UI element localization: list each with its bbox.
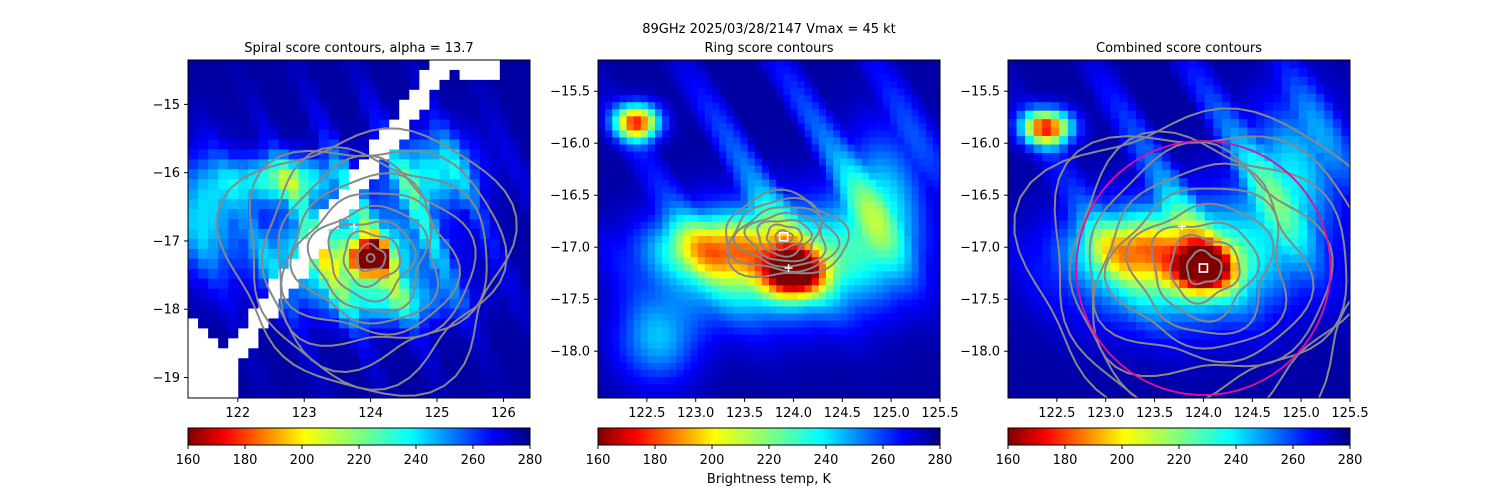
x-tick-label: 122.5: [1038, 406, 1075, 421]
colorbar-tick-label: 160: [996, 453, 1021, 468]
colorbar-3: 160 180 200 220 240 260 280: [996, 428, 1363, 468]
colorbar-tick-label: 260: [461, 453, 486, 468]
x-tick-label: 126: [491, 406, 516, 421]
y-tick-label: −16: [153, 166, 180, 181]
colorbar-tick-label: 160: [586, 453, 611, 468]
y-tick-label: −17.5: [550, 293, 590, 308]
panel-title: Combined score contours: [1096, 41, 1262, 56]
y-tick-label: −16.0: [550, 137, 590, 152]
y-tick-label: −16.5: [550, 189, 590, 204]
y-tick-label: −17.0: [960, 241, 1000, 256]
y-tick-label: −16.5: [960, 189, 1000, 204]
panel-1: Spiral score contours, alpha = 13.7 122 12…: [153, 41, 531, 421]
x-tick-label: 122.5: [628, 406, 665, 421]
panel-title: Spiral score contours, alpha = 13.7: [244, 41, 473, 56]
y-tick-label: −18: [153, 303, 180, 318]
colorbar-tick-label: 160: [176, 453, 201, 468]
x-tick-label: 123.5: [1136, 406, 1173, 421]
x-tick-label: 122: [225, 406, 250, 421]
x-tick-label: 123.5: [726, 406, 763, 421]
heatmap-cells: [1008, 60, 1351, 399]
colorbar-tick-label: 200: [700, 453, 725, 468]
x-tick-label: 123.0: [677, 406, 714, 421]
colorbar-tick-label: 240: [1224, 453, 1249, 468]
panel-2: Ring score contours 122.5 123.0 123.5 124.0 1…: [550, 41, 958, 421]
colorbar-2: 160 180 200 220 240 260 280: [586, 428, 953, 468]
y-tick-label: −19: [153, 371, 180, 386]
panel-title: Ring score contours: [704, 41, 833, 56]
colorbar-label: Brightness temp, K: [598, 472, 940, 488]
colorbar-tick-label: 220: [347, 453, 372, 468]
figure-suptitle: 89GHz 2025/03/28/2147 Vmax = 45 kt: [0, 22, 1500, 38]
colorbar-tick-label: 220: [757, 453, 782, 468]
x-tick-label: 123: [292, 406, 317, 421]
x-tick-label: 125: [425, 406, 450, 421]
colorbar-1: 160 180 200 220 240 260 280: [176, 428, 543, 468]
x-tick-label: 124: [358, 406, 383, 421]
colorbar-tick-label: 240: [404, 453, 429, 468]
y-tick-label: −17.0: [550, 241, 590, 256]
colorbar-gradient: [1008, 428, 1350, 445]
y-tick-label: −17: [153, 234, 180, 249]
y-tick-label: −18.0: [550, 345, 590, 360]
colorbar-tick-label: 180: [643, 453, 668, 468]
x-tick-label: 125.5: [1331, 406, 1368, 421]
y-tick-label: −15.5: [960, 85, 1000, 100]
y-tick-label: −15.5: [550, 85, 590, 100]
colorbar-tick-label: 240: [814, 453, 839, 468]
colorbar-tick-label: 220: [1167, 453, 1192, 468]
x-tick-label: 125.5: [921, 406, 958, 421]
colorbar-tick-label: 280: [928, 453, 953, 468]
heatmap-cells: [188, 60, 531, 399]
x-tick-label: 124.5: [1234, 406, 1271, 421]
x-tick-label: 125.0: [873, 406, 910, 421]
y-tick-label: −15: [153, 98, 180, 113]
x-tick-label: 124.0: [1185, 406, 1222, 421]
panel-3: Combined score contours 122.5 123.0 123.5 12…: [960, 41, 1383, 438]
colorbar-tick-label: 280: [1338, 453, 1363, 468]
colorbar-tick-label: 200: [1110, 453, 1135, 468]
colorbar-tick-label: 260: [1281, 453, 1306, 468]
x-tick-label: 124.5: [824, 406, 861, 421]
y-tick-label: −16.0: [960, 137, 1000, 152]
colorbar-tick-label: 180: [233, 453, 258, 468]
colorbar-gradient: [188, 428, 530, 445]
colorbar-tick-label: 280: [518, 453, 543, 468]
colorbar-tick-label: 260: [871, 453, 896, 468]
x-tick-label: 125.0: [1283, 406, 1320, 421]
colorbar-tick-label: 180: [1053, 453, 1078, 468]
y-tick-label: −17.5: [960, 293, 1000, 308]
colorbar-tick-label: 200: [290, 453, 315, 468]
colorbar-gradient: [598, 428, 940, 445]
y-tick-label: −18.0: [960, 345, 1000, 360]
x-tick-label: 123.0: [1087, 406, 1124, 421]
x-tick-label: 124.0: [775, 406, 812, 421]
